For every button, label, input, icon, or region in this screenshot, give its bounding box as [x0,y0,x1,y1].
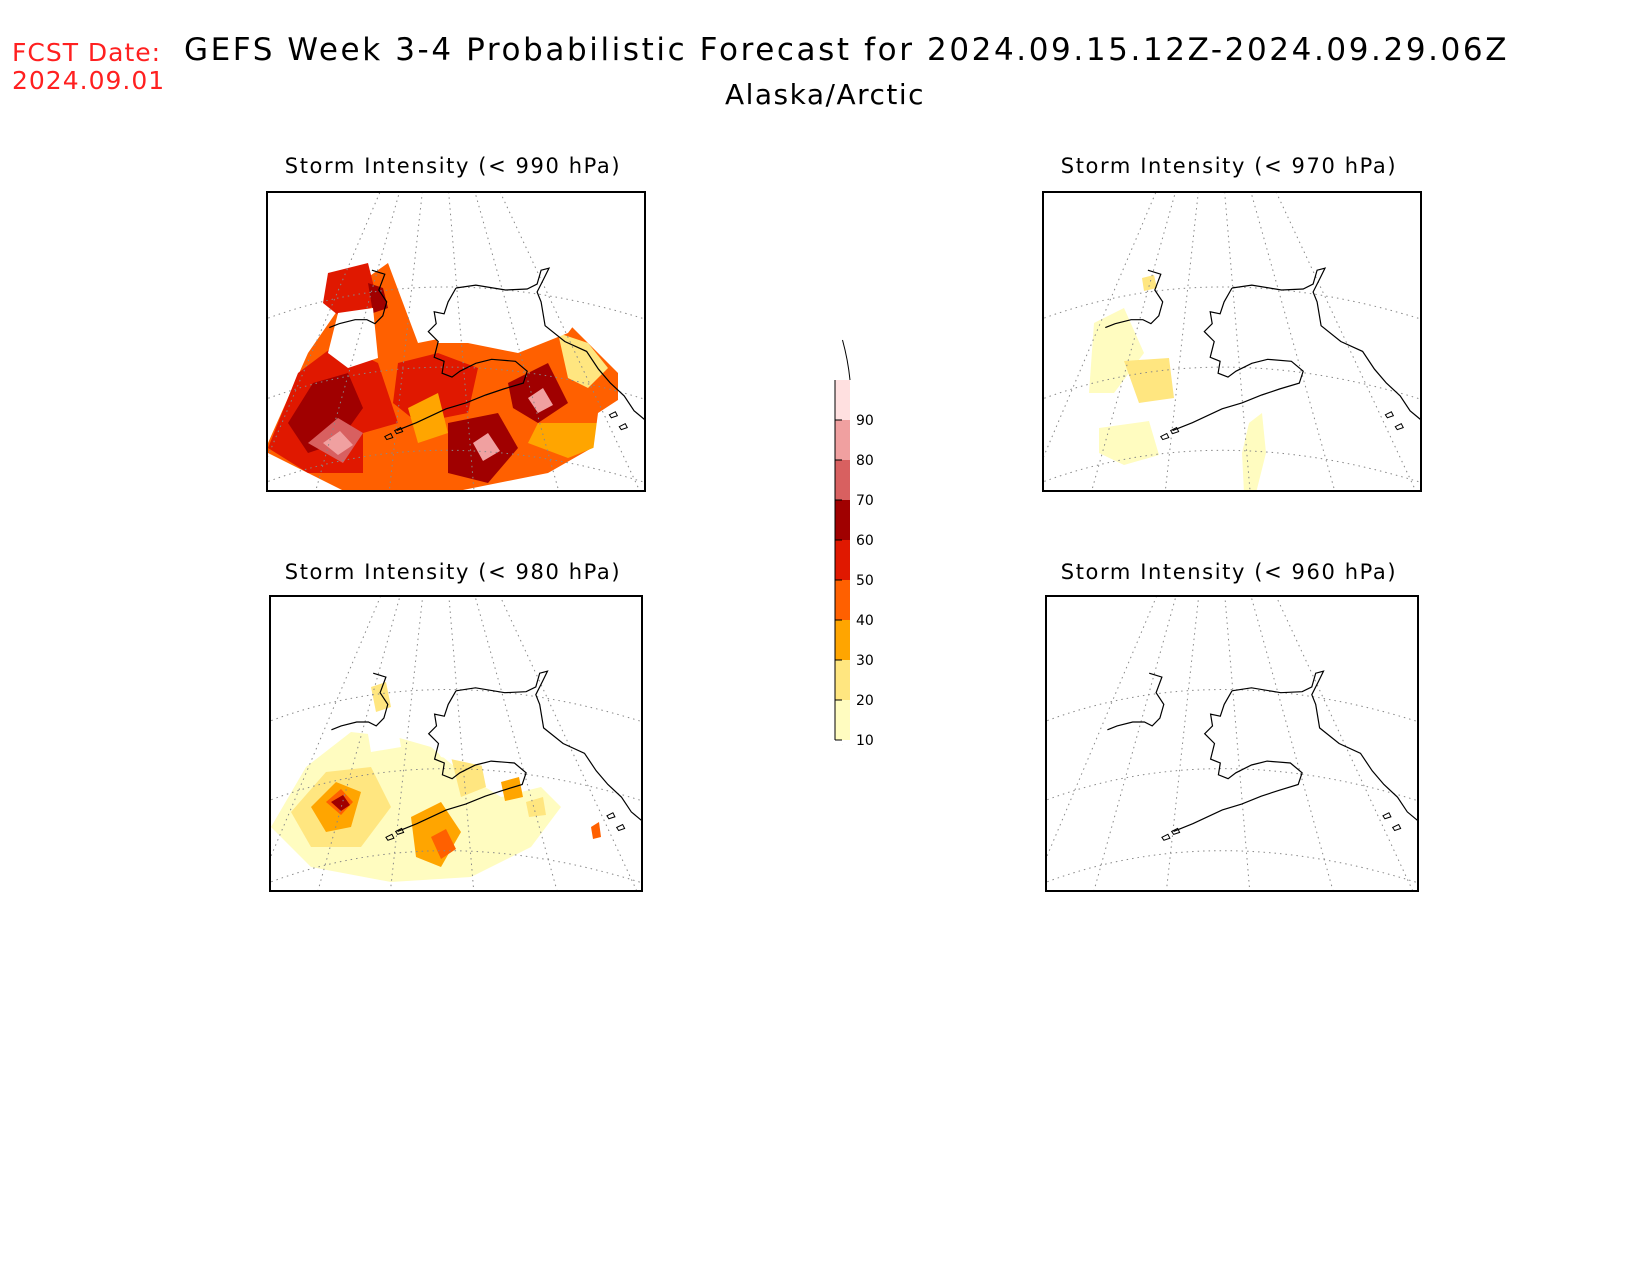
island [615,823,626,832]
colorbar-swatch [835,420,850,460]
colorbar-swatch [835,380,850,420]
map-panel-990 [266,191,646,492]
panel-title-980: Storm Intensity (< 980 hPa) [284,560,622,584]
island [1384,411,1395,419]
panel-title-960: Storm Intensity (< 960 hPa) [1060,560,1398,584]
colorbar-tick-label: 20 [856,693,874,709]
probability-fill [558,333,608,388]
island [393,426,404,435]
island [618,422,628,431]
probability-fill [1142,275,1157,291]
island [1169,426,1180,435]
probability-fill [368,283,388,313]
panel-title-990: Storm Intensity (< 990 hPa) [284,154,622,178]
coastline [1105,267,1420,432]
colorbar-tick-label: 60 [856,533,874,549]
colorbar-swatch [835,580,850,620]
map-canvas [1047,597,1417,890]
coastline [1107,670,1417,832]
colorbar-tick-label: 10 [856,733,874,745]
graticule [271,597,641,890]
probability-fill [591,822,601,839]
probability-fill [1099,421,1159,465]
colorbar-swatch [835,500,850,540]
probability-fill [331,795,350,811]
island [1394,422,1404,431]
colorbar-swatch [835,540,850,580]
island [1161,833,1171,841]
island [384,432,394,441]
island [394,827,405,835]
probability-fill [431,829,456,859]
land-mask [411,697,571,772]
map-canvas [271,597,641,890]
colorbar-top-tip [835,340,850,380]
land-mask [588,383,644,490]
graticule [1047,597,1417,890]
colorbar-swatch [835,660,850,700]
island [1170,827,1181,835]
colorbar-tick-label: 90 [856,413,874,429]
colorbar-tick-label: 80 [856,453,874,469]
graticule [1044,193,1420,490]
colorbar-swatch [835,460,850,500]
land-mask [366,717,401,752]
land-mask [418,253,598,353]
colorbar-tick-label: 50 [856,573,874,589]
probability-fill [408,393,448,443]
colorbar-swatch [835,700,850,740]
coastline [331,670,641,832]
colorbar-tick-label: 40 [856,613,874,629]
map-canvas [268,193,644,490]
probability-fill [528,388,553,413]
forecast-date-label: FCST Date: [12,38,162,67]
probability-fill [1089,308,1144,393]
probability-fill [473,433,500,461]
colorbar-tick-label: 30 [856,653,874,669]
probability-fill [323,431,353,455]
island [385,833,395,841]
island [1382,812,1392,820]
graticule [268,193,644,490]
map-panel-970 [1042,191,1422,492]
map-panel-980 [269,595,643,892]
probability-fill [451,757,486,797]
probability-fill [501,777,523,801]
probability-fill [323,263,378,323]
probability-fill [371,682,391,712]
map-panel-960 [1045,595,1419,892]
coastline [329,267,644,432]
colorbar-swatch [835,620,850,660]
colorbar-tick-label: 70 [856,493,874,509]
island [1160,432,1170,441]
probability-fill [1124,358,1174,403]
map-canvas [1044,193,1420,490]
probability-colorbar: 10 20 30 40 50 60 70 80 90 [834,339,874,745]
forecast-date-value: 2024.09.01 [12,66,166,95]
probability-fill [526,797,546,817]
island [606,812,616,820]
panel-title-970: Storm Intensity (< 970 hPa) [1060,154,1398,178]
probability-fill [1242,413,1266,490]
region-subtitle: Alaska/Arctic [724,78,926,111]
probability-fill [363,423,418,483]
page-title: GEFS Week 3-4 Probabilistic Forecast for… [184,32,1510,68]
island [1391,823,1402,832]
probability-fill [528,423,618,458]
island [608,411,619,419]
